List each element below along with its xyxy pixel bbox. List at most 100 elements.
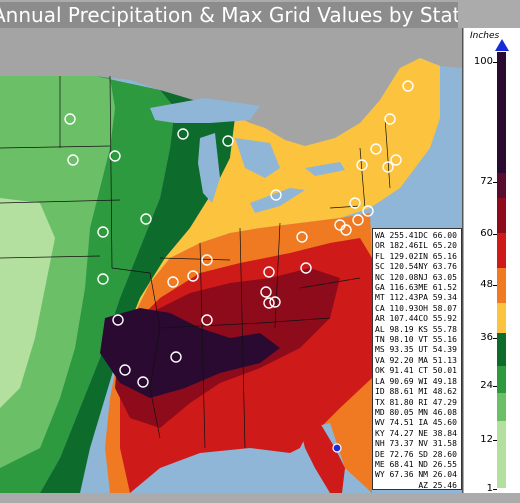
legend-tick-label: 60 — [480, 228, 493, 239]
table-row: MN 46.08 — [418, 407, 457, 417]
station-marker — [352, 214, 364, 226]
station-markers — [64, 80, 414, 388]
table-row: ME 61.52 — [418, 283, 457, 293]
legend-color-band — [497, 333, 506, 366]
table-row: ID 88.61 — [375, 387, 414, 397]
legend-tick-mark — [493, 182, 497, 183]
legend-color-band — [497, 173, 506, 198]
legend-color-band — [497, 303, 506, 333]
table-row: ME 68.41 — [375, 459, 414, 469]
legend-tick-mark — [493, 338, 497, 339]
table-row: FL 129.02 — [375, 251, 419, 261]
table-row: OK 91.41 — [375, 366, 414, 376]
table-row: VA 92.20 — [375, 355, 414, 365]
legend-tick-mark — [493, 440, 497, 441]
table-row: OR 182.46 — [375, 241, 419, 251]
legend-tick-mark — [493, 62, 497, 63]
station-marker — [67, 154, 79, 166]
station-marker — [382, 161, 394, 173]
table-row: SC 120.54 — [375, 262, 419, 272]
table-row: KS 55.78 — [418, 324, 457, 334]
table-row: SD 28.60 — [418, 449, 457, 459]
state-max-table: WA 255.41 OR 182.46 FL 129.02 SC 120.54 NC 1… — [372, 228, 462, 490]
legend-color-band — [497, 268, 506, 303]
legend-color-band — [497, 421, 506, 488]
station-marker — [270, 189, 282, 201]
station-marker — [356, 159, 368, 171]
station-marker — [201, 254, 213, 266]
table-row: AL 98.19 — [375, 324, 414, 334]
legend-tick-label: 24 — [480, 380, 493, 391]
table-row: DC 66.00 — [418, 231, 457, 240]
lake-huron — [235, 138, 280, 178]
station-marker — [177, 128, 189, 140]
legend-tick-label: 12 — [480, 434, 493, 445]
legend-tick-label: 48 — [480, 279, 493, 290]
max-arrow-icon — [495, 39, 509, 51]
legend-tick-label: 100 — [473, 56, 493, 67]
lake-ontario — [305, 162, 345, 176]
legend-color-band — [497, 393, 506, 421]
station-marker — [112, 314, 124, 326]
map-title: Annual Precipitation & Max Grid Values b… — [0, 2, 458, 28]
legend-tick-mark — [493, 234, 497, 235]
dark-green-band — [40, 90, 235, 493]
precipitation-map — [0, 28, 463, 493]
station-marker — [170, 351, 182, 363]
table-row: LA 90.69 — [375, 376, 414, 386]
station-marker — [269, 296, 281, 308]
table-row: AR 107.44 — [375, 314, 419, 324]
table-row: GA 116.63 — [375, 283, 419, 293]
table-row: MS 93.35 — [375, 345, 414, 355]
station-marker — [222, 135, 234, 147]
station-marker — [340, 224, 352, 236]
table-row: NE 38.84 — [418, 428, 457, 438]
legend-color-band — [497, 366, 506, 393]
table-row: TN 98.10 — [375, 335, 414, 345]
color-legend: Inches 100 72 60 48 36 24 12 1 — [464, 28, 520, 494]
station-marker — [260, 286, 272, 298]
table-row: NJ 63.05 — [418, 272, 457, 282]
legend-tick-label: 36 — [480, 332, 493, 343]
station-marker — [167, 276, 179, 288]
station-marker — [390, 154, 402, 166]
station-marker — [137, 376, 149, 388]
station-marker — [201, 314, 213, 326]
station-marker — [384, 113, 396, 125]
canada-region — [0, 28, 462, 146]
florida-peninsula — [300, 423, 345, 493]
state-boundaries — [0, 75, 391, 449]
lake-superior — [150, 98, 260, 123]
table-row: ND 26.55 — [418, 459, 457, 469]
table-row: WV 74.51 — [375, 418, 414, 428]
legend-tick-label: 72 — [480, 176, 493, 187]
table-row: OH 58.07 — [418, 303, 457, 313]
table-row: TX 81.80 — [375, 397, 414, 407]
table-row: MT 112.43 — [375, 293, 419, 303]
station-marker — [97, 273, 109, 285]
table-row: WI 49.18 — [418, 376, 457, 386]
table-row: IN 65.16 — [418, 251, 457, 261]
table-row: IA 45.60 — [418, 418, 457, 428]
lake-michigan — [198, 133, 220, 203]
table-row: VT 55.16 — [418, 335, 457, 345]
map-canvas — [0, 28, 462, 493]
lake-erie — [250, 188, 305, 213]
table-row: WY 67.36 — [375, 470, 414, 480]
station-marker — [109, 150, 121, 162]
legend-tick-mark — [493, 386, 497, 387]
station-marker — [263, 297, 275, 309]
table-row: CT 50.01 — [418, 366, 457, 376]
table-row: MI 48.62 — [418, 387, 457, 397]
table-column-right: DC 66.00 IL 65.20 IN 65.16 NY 63.76 NJ 63.05… — [418, 231, 461, 490]
station-marker — [64, 113, 76, 125]
table-row: DE 72.76 — [375, 449, 414, 459]
table-row: CO 55.92 — [418, 314, 457, 324]
table-row: CA 110.93 — [375, 303, 419, 313]
station-marker — [296, 231, 308, 243]
station-marker — [140, 213, 152, 225]
table-row: NV 31.58 — [418, 439, 457, 449]
station-marker — [263, 266, 275, 278]
table-row: NH 73.37 — [375, 439, 414, 449]
legend-color-band — [497, 233, 506, 268]
